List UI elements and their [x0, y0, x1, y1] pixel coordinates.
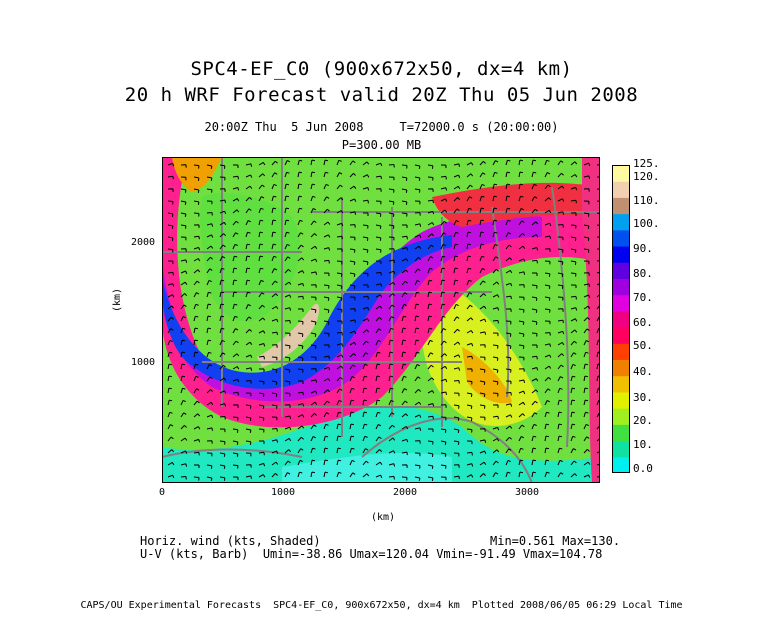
- y-tick-2000: 2000: [131, 237, 156, 248]
- colorbar-swatch: [612, 359, 630, 377]
- colorbar-swatch: [612, 424, 630, 442]
- wind-barb-glyphs: [167, 159, 600, 482]
- colorbar-label: 30.: [633, 391, 653, 404]
- colorbar-swatch: [612, 391, 630, 409]
- colorbar-swatch: [612, 408, 630, 425]
- colorbar-swatch: [612, 262, 630, 279]
- x-tick-1000: 1000: [270, 487, 296, 498]
- colorbar-label: 20.: [633, 414, 653, 427]
- y-axis-label: (km): [112, 287, 123, 312]
- x-axis-label: (km): [371, 512, 396, 523]
- colorbar-swatch: [612, 310, 630, 328]
- shading-jet-max: [257, 303, 320, 367]
- colorbar-swatch: [612, 165, 630, 182]
- colorbar-label: 120.: [633, 170, 660, 183]
- colorbar-swatch: [612, 375, 630, 393]
- map-canvas: [162, 157, 600, 483]
- x-tick-2000: 2000: [392, 487, 418, 498]
- colorbar-swatch: [612, 440, 630, 458]
- colorbar-label: 110.: [633, 194, 660, 207]
- colorbar-label: 10.: [633, 438, 653, 451]
- shading-jet-core: [162, 235, 452, 389]
- map-frame: [162, 157, 600, 483]
- shading-mid-speed: [421, 277, 542, 426]
- colorbar-label: 40.: [633, 365, 653, 378]
- credit-line: CAPS/OU Experimental Forecasts SPC4-EF_C…: [80, 600, 683, 611]
- colorbar-swatch: [612, 327, 630, 344]
- x-tick-0: 0: [158, 487, 166, 498]
- valid-time-label: 20:00Z Thu 5 Jun 2008 T=72000.0 s (20:00…: [204, 120, 559, 134]
- colorbar-swatch: [612, 343, 630, 361]
- shading-low-speed: [162, 406, 600, 483]
- colorbar-swatch: [612, 213, 630, 231]
- wind-barbs: [167, 159, 600, 482]
- y-tick-1000: 1000: [131, 357, 156, 368]
- plot-subtitle: 20 h WRF Forecast valid 20Z Thu 05 Jun 2…: [124, 84, 639, 106]
- colorbar-swatch: [612, 181, 630, 198]
- shading-jet-mid: [162, 214, 542, 402]
- colorbar-label: 125.: [633, 157, 660, 170]
- colorbar-swatch: [612, 456, 630, 473]
- colorbar: [612, 165, 630, 473]
- colorbar-label: 90.: [633, 242, 653, 255]
- colorbar-swatch: [612, 294, 630, 312]
- shading-field-label: Horiz. wind (kts, Shaded): [140, 534, 321, 548]
- colorbar-label: 80.: [633, 267, 653, 280]
- colorbar-label: 0.0: [633, 462, 653, 475]
- colorbar-swatch: [612, 246, 630, 263]
- pressure-level-label: P=300.00 MB: [341, 138, 422, 152]
- plot-title: SPC4-EF_C0 (900x672x50, dx=4 km): [190, 58, 573, 80]
- min-max-label: Min=0.561 Max=130.: [490, 534, 621, 548]
- barb-field-label: U-V (kts, Barb) Umin=-38.86 Umax=120.04 …: [140, 547, 603, 561]
- colorbar-swatch: [612, 278, 630, 296]
- colorbar-label: 100.: [633, 217, 660, 230]
- colorbar-label: 60.: [633, 316, 653, 329]
- political-boundaries: [162, 157, 600, 483]
- colorbar-swatch: [612, 197, 630, 215]
- colorbar-swatch: [612, 229, 630, 247]
- wind-speed-map: [162, 157, 600, 483]
- colorbar-label: 50.: [633, 339, 653, 352]
- x-tick-3000: 3000: [514, 487, 540, 498]
- colorbar-label: 70.: [633, 291, 653, 304]
